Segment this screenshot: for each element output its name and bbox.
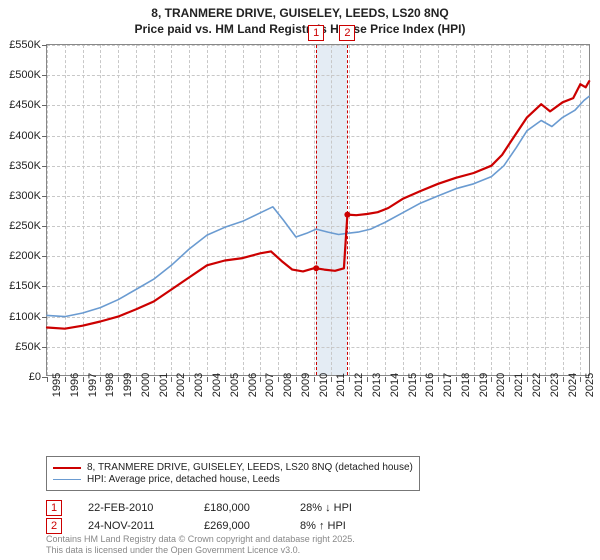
footer-line-2: This data is licensed under the Open Gov… <box>46 545 355 556</box>
title-line-1: 8, TRANMERE DRIVE, GUISELEY, LEEDS, LS20… <box>10 6 590 22</box>
sale-point <box>313 265 319 271</box>
xtick <box>47 377 48 382</box>
event-marker: 2 <box>339 25 355 41</box>
xtick <box>527 377 528 382</box>
xtick <box>545 377 546 382</box>
legend-row: HPI: Average price, detached house, Leed… <box>53 474 413 485</box>
ylabel: £350K <box>1 160 41 172</box>
ylabel: £450K <box>1 99 41 111</box>
footer-line-1: Contains HM Land Registry data © Crown c… <box>46 534 355 545</box>
xtick <box>314 377 315 382</box>
xtick <box>260 377 261 382</box>
ylabel: £100K <box>1 311 41 323</box>
ylabel: £50K <box>1 341 41 353</box>
chart-title-block: 8, TRANMERE DRIVE, GUISELEY, LEEDS, LS20… <box>0 0 600 41</box>
sale-row: 2 24-NOV-2011 £269,000 8% ↑ HPI <box>46 518 390 534</box>
series-hpi <box>47 96 589 316</box>
xtick <box>171 377 172 382</box>
legend: 8, TRANMERE DRIVE, GUISELEY, LEEDS, LS20… <box>46 456 420 491</box>
ylabel: £150K <box>1 280 41 292</box>
ylabel: £400K <box>1 130 41 142</box>
plot-area: £0£50K£100K£150K£200K£250K£300K£350K£400… <box>46 44 590 376</box>
legend-label: 8, TRANMERE DRIVE, GUISELEY, LEEDS, LS20… <box>87 462 413 473</box>
xtick <box>154 377 155 382</box>
legend-swatch <box>53 467 81 469</box>
xtick <box>385 377 386 382</box>
xtick <box>563 377 564 382</box>
xtick <box>580 377 581 382</box>
event-marker: 1 <box>308 25 324 41</box>
ylabel: £550K <box>1 39 41 51</box>
ylabel: £300K <box>1 190 41 202</box>
xtick <box>83 377 84 382</box>
title-line-2: Price paid vs. HM Land Registry's House … <box>10 22 590 38</box>
series-price_paid <box>47 81 589 329</box>
ylabel: £500K <box>1 69 41 81</box>
legend-row: 8, TRANMERE DRIVE, GUISELEY, LEEDS, LS20… <box>53 462 413 473</box>
xtick <box>349 377 350 382</box>
xtick <box>367 377 368 382</box>
xtick <box>456 377 457 382</box>
xtick <box>296 377 297 382</box>
sale-price: £180,000 <box>204 502 274 514</box>
xtick <box>243 377 244 382</box>
xtick <box>491 377 492 382</box>
legend-swatch <box>53 479 81 480</box>
ylabel: £250K <box>1 220 41 232</box>
legend-label: HPI: Average price, detached house, Leed… <box>87 474 280 485</box>
xtick <box>509 377 510 382</box>
sale-point <box>344 212 350 218</box>
ylabel: £0 <box>1 371 41 383</box>
xtick <box>225 377 226 382</box>
xtick <box>474 377 475 382</box>
xtick <box>438 377 439 382</box>
sales-table: 1 22-FEB-2010 £180,000 28% ↓ HPI 2 24-NOV-201… <box>46 498 390 536</box>
xtick <box>136 377 137 382</box>
sale-row: 1 22-FEB-2010 £180,000 28% ↓ HPI <box>46 500 390 516</box>
xtick <box>331 377 332 382</box>
sale-date: 22-FEB-2010 <box>88 502 178 514</box>
sale-date: 24-NOV-2011 <box>88 520 178 532</box>
sale-price: £269,000 <box>204 520 274 532</box>
footer-attribution: Contains HM Land Registry data © Crown c… <box>46 534 355 557</box>
xtick <box>403 377 404 382</box>
xtick <box>100 377 101 382</box>
sale-delta: 28% ↓ HPI <box>300 502 390 514</box>
ylabel: £200K <box>1 250 41 262</box>
chart-container: £0 £50K £100K £150K £200K £250K £300K £350K £400… <box>0 38 600 418</box>
xtick <box>189 377 190 382</box>
xtick <box>65 377 66 382</box>
xtick <box>118 377 119 382</box>
sale-marker: 1 <box>46 500 62 516</box>
xtick <box>207 377 208 382</box>
xtick <box>278 377 279 382</box>
xtick <box>420 377 421 382</box>
sale-marker: 2 <box>46 518 62 534</box>
chart-svg <box>47 45 591 377</box>
sale-delta: 8% ↑ HPI <box>300 520 390 532</box>
